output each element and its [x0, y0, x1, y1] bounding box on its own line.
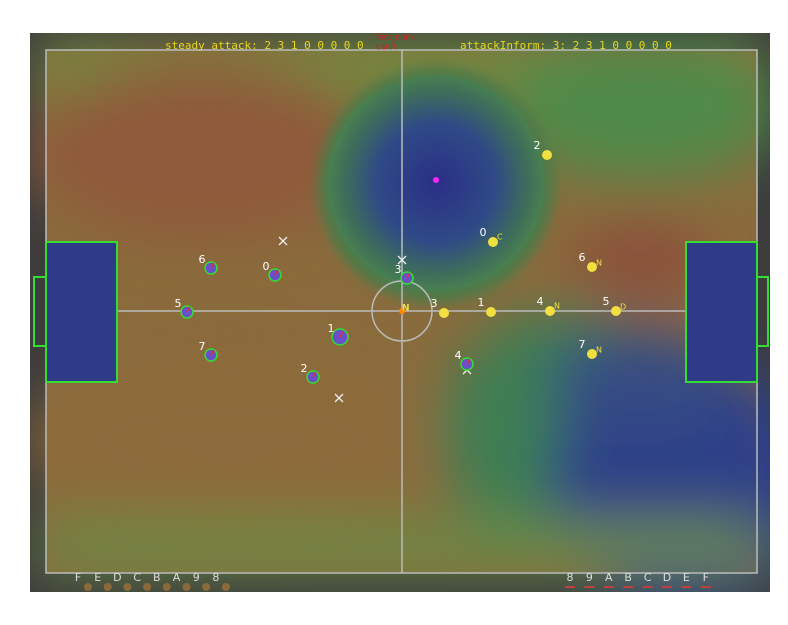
bench-label: 8	[212, 571, 219, 584]
robot-tag: N	[596, 259, 602, 268]
robot-label: 4	[455, 349, 462, 362]
robot-label: 5	[603, 295, 610, 308]
robot-tag: N	[554, 302, 560, 311]
debug-text: fect_num	[376, 33, 413, 42]
heading	[312, 371, 317, 378]
robot-label: 1	[478, 296, 485, 309]
robot-tag: D	[620, 303, 626, 312]
robot-label: 0	[263, 260, 270, 273]
yellow-robot	[587, 262, 597, 272]
robot-label: 7	[579, 338, 586, 351]
heading	[466, 358, 471, 365]
yellow-robot	[611, 306, 621, 316]
bench-label: 9	[193, 571, 200, 584]
heading	[186, 306, 191, 313]
bench-label: F	[703, 571, 709, 584]
status-text: attackInform: 3: 2 3 1 0 0 0 0 0	[460, 39, 672, 52]
bench-slot	[162, 583, 171, 591]
heatmap	[30, 40, 770, 592]
ball	[399, 308, 405, 314]
heading	[406, 272, 411, 279]
bench-label: A	[605, 571, 613, 584]
yellow-robot	[488, 237, 498, 247]
robot-label: 3	[395, 263, 402, 276]
debug-text: canR	[376, 43, 396, 52]
heading	[339, 331, 344, 338]
bench-slot	[202, 583, 211, 591]
heading	[274, 269, 279, 276]
ball-tag: N	[402, 304, 410, 314]
bench-label: 8	[567, 571, 574, 584]
bench-slot	[221, 583, 230, 591]
yellow-robot	[439, 308, 449, 318]
robot-label: 0	[480, 226, 487, 239]
robot-tag: C	[497, 233, 503, 242]
yellow-robot	[587, 349, 597, 359]
heading	[210, 262, 215, 269]
yellow-robot	[545, 306, 555, 316]
robot-label: 2	[301, 362, 308, 375]
bench-label: E	[94, 571, 101, 584]
robot-label: 5	[175, 297, 182, 310]
robot-label: 7	[199, 340, 206, 353]
cross	[334, 393, 344, 403]
bench-label: D	[113, 571, 121, 584]
cross	[278, 236, 288, 246]
status-text: steady attack: 2 3 1 0 0 0 0 0	[165, 39, 364, 52]
goals	[33, 241, 769, 383]
bench-label: C	[644, 571, 652, 584]
cross	[397, 255, 407, 265]
robot-label: 4	[537, 295, 544, 308]
robot-label: 3	[431, 297, 438, 310]
bench-label: B	[153, 571, 161, 584]
bench-slot	[182, 583, 191, 591]
robot-label: 6	[579, 251, 586, 264]
robot-label: 2	[534, 139, 541, 152]
bench-slot	[84, 583, 92, 591]
yellow-robot	[542, 150, 552, 160]
target-dot	[433, 177, 439, 183]
bench-label: D	[663, 571, 671, 584]
bench-label: 9	[586, 571, 593, 584]
robot-label: 6	[199, 253, 206, 266]
bench-label: C	[133, 571, 141, 584]
yellow-robot	[486, 307, 496, 317]
bench-slot	[123, 583, 132, 591]
robot-label: 1	[328, 322, 335, 335]
bench-label: A	[173, 571, 181, 584]
heading	[210, 349, 215, 356]
bench-label: E	[683, 571, 690, 584]
bench-slot	[143, 583, 152, 591]
bench-label: F	[75, 571, 81, 584]
bench-slot	[103, 583, 112, 591]
robot-tag: N	[596, 346, 602, 355]
bench-label: B	[624, 571, 632, 584]
